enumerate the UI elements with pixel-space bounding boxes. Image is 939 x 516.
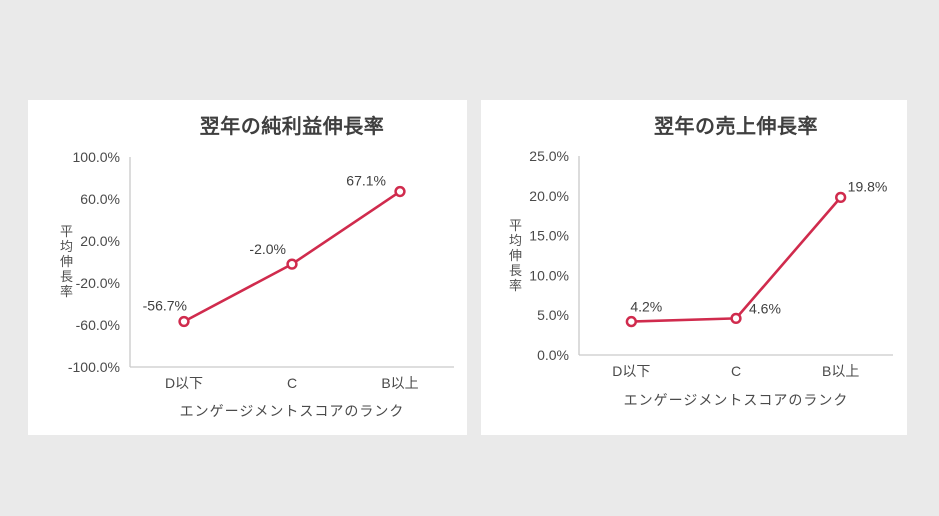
- chart-card-sales: 25.0% 20.0% 15.0% 10.0% 5.0% 0.0% D以下 C B以上 4.2% 4…: [481, 100, 907, 435]
- y-tick-label: 100.0%: [73, 149, 120, 165]
- data-point-marker: [625, 315, 637, 328]
- data-point-marker: [835, 191, 847, 204]
- data-point-marker: [394, 185, 406, 198]
- data-point-label: 67.1%: [346, 173, 386, 189]
- y-axis-title-net-profit: 平均伸長率: [58, 224, 73, 300]
- data-point-label: -56.7%: [143, 298, 187, 314]
- y-tick-label: 60.0%: [80, 191, 120, 207]
- x-category-label: C: [287, 375, 297, 391]
- chart-title-sales: 翌年の売上伸長率: [654, 116, 818, 138]
- y-tick-label: 25.0%: [529, 148, 569, 164]
- x-category-label: B以上: [381, 375, 418, 391]
- y-tick-label: 20.0%: [80, 233, 120, 249]
- data-point-label: 4.6%: [749, 300, 781, 316]
- data-point-marker: [178, 315, 190, 328]
- y-tick-label: 15.0%: [529, 228, 569, 244]
- data-point-marker: [730, 312, 742, 325]
- data-point-marker: [286, 258, 298, 270]
- y-tick-label: 20.0%: [529, 188, 569, 204]
- chart-title-net-profit: 翌年の純利益伸長率: [199, 116, 385, 138]
- x-axis-title-net-profit: エンゲージメントスコアのランク: [179, 403, 405, 419]
- x-category-label: D以下: [165, 375, 203, 391]
- y-tick-label: -60.0%: [76, 317, 120, 333]
- data-point-label: -2.0%: [249, 241, 286, 257]
- y-tick-label: -100.0%: [68, 359, 120, 375]
- y-axis-title-sales: 平均伸長率: [507, 218, 522, 294]
- line-plot-sales: 25.0% 20.0% 15.0% 10.0% 5.0% 0.0% D以下 C B以上 4.2% 4…: [529, 148, 893, 379]
- y-tick-label: 0.0%: [537, 347, 569, 363]
- y-tick-label: 5.0%: [537, 307, 569, 323]
- y-tick-label: 10.0%: [529, 267, 569, 283]
- data-point-label: 4.2%: [630, 299, 662, 315]
- x-category-label: C: [731, 363, 741, 379]
- y-tick-label: -20.0%: [76, 275, 120, 291]
- data-line: [182, 190, 402, 323]
- x-category-label: B以上: [822, 363, 859, 379]
- x-category-label: D以下: [612, 363, 650, 379]
- line-plot-net-profit: 100.0% 60.0% 20.0% -20.0% -60.0% -100.0% D以下 C B…: [68, 149, 454, 391]
- x-axis-title-sales: エンゲージメントスコアのランク: [623, 392, 849, 408]
- data-point-label: 19.8%: [848, 178, 888, 194]
- data-line: [630, 196, 842, 323]
- chart-card-net-profit: 100.0% 60.0% 20.0% -20.0% -60.0% -100.0% D以下 C B…: [28, 100, 467, 435]
